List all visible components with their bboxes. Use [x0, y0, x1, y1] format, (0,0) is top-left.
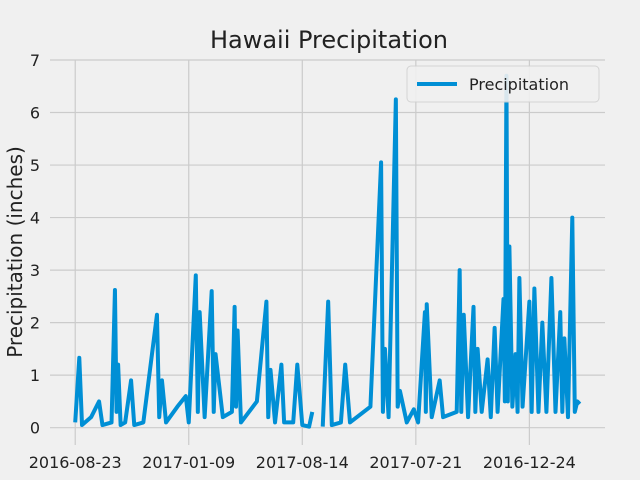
- chart-title: Hawaii Precipitation: [210, 26, 448, 54]
- x-tick-label: 2016-12-24: [483, 453, 576, 472]
- x-tick-label: 2017-07-21: [369, 453, 462, 472]
- data-line: [73, 73, 582, 429]
- y-tick-label: 6: [30, 104, 40, 123]
- x-tick-label: 2017-08-14: [256, 453, 349, 472]
- x-tick-label: 2017-01-09: [142, 453, 235, 472]
- y-axis-label: Precipitation (inches): [3, 146, 27, 358]
- x-axis-label: Date: [298, 476, 346, 480]
- y-tick-label: 2: [30, 314, 40, 333]
- y-tick-label: 0: [30, 419, 40, 438]
- y-tick-label: 4: [30, 209, 40, 228]
- y-tick-label: 1: [30, 366, 40, 385]
- y-tick-label: 3: [30, 261, 40, 280]
- x-tick-label: 2016-08-23: [29, 453, 122, 472]
- legend-label: Precipitation: [469, 75, 569, 94]
- legend-box: [406, 65, 600, 103]
- y-tick-label: 5: [30, 156, 40, 175]
- y-tick-label: 7: [30, 51, 40, 70]
